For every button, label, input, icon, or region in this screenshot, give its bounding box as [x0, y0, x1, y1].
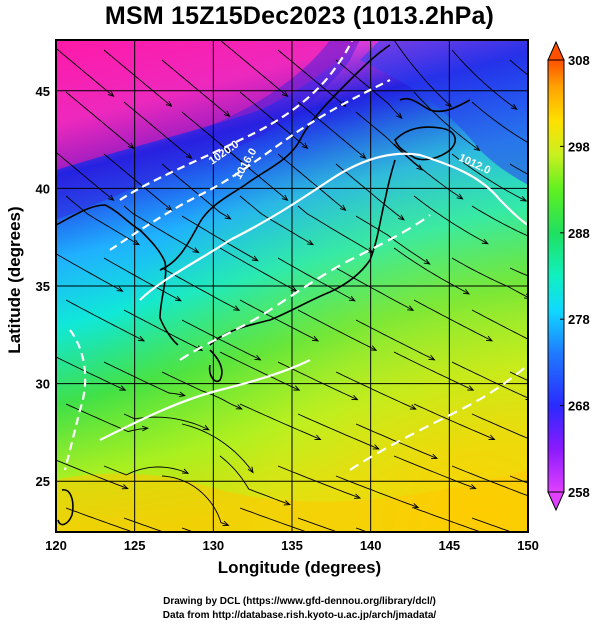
y-tick-labels: 25 30 35 40 45 — [36, 84, 50, 489]
colorbar-tick-label: 308 — [568, 53, 590, 68]
x-tick-label: 135 — [281, 538, 303, 553]
x-tick-label: 150 — [517, 538, 539, 553]
x-tick-labels: 120 125 130 135 140 145 150 — [45, 538, 539, 553]
map-title: MSM 15Z15Dec2023 (1013.2hPa) — [104, 2, 495, 30]
y-axis-label: Latitude (degrees) — [5, 206, 24, 354]
x-tick-label: 140 — [360, 538, 382, 553]
y-tick-label: 40 — [36, 181, 50, 196]
colorbar-min-arrow — [547, 491, 565, 512]
plot-frame — [55, 39, 529, 533]
x-tick-label: 120 — [45, 538, 67, 553]
colorbar-max-arrow — [547, 40, 565, 61]
colorbar-tick-label: 258 — [568, 485, 590, 500]
credit-drawing: Drawing by DCL (https://www.gfd-dennou.o… — [163, 596, 436, 607]
colorbar-tick-label: 288 — [568, 226, 590, 241]
y-tick-label: 25 — [36, 474, 50, 489]
colorbar-tick-label: 298 — [568, 139, 590, 154]
coastlines — [56, 44, 471, 526]
x-tick-label: 125 — [124, 538, 146, 553]
y-tick-label: 35 — [36, 279, 50, 294]
colorbar: 308 298 288 278 268 258 — [547, 40, 590, 512]
credit-data-source: Data from http://database.rish.kyoto-u.a… — [162, 610, 437, 621]
x-tick-label: 145 — [438, 538, 460, 553]
y-tick-label: 30 — [36, 377, 50, 392]
colorbar-tick-label: 278 — [568, 312, 590, 327]
colorbar-tick-label: 268 — [568, 399, 590, 414]
y-tick-label: 45 — [36, 84, 50, 99]
wind-streamlines — [56, 40, 528, 532]
x-axis-label: Longitude (degrees) — [217, 558, 382, 577]
colorbar-tick-labels: 308 298 288 278 268 258 — [568, 53, 590, 500]
x-tick-label: 130 — [202, 538, 224, 553]
isobars — [63, 40, 528, 471]
